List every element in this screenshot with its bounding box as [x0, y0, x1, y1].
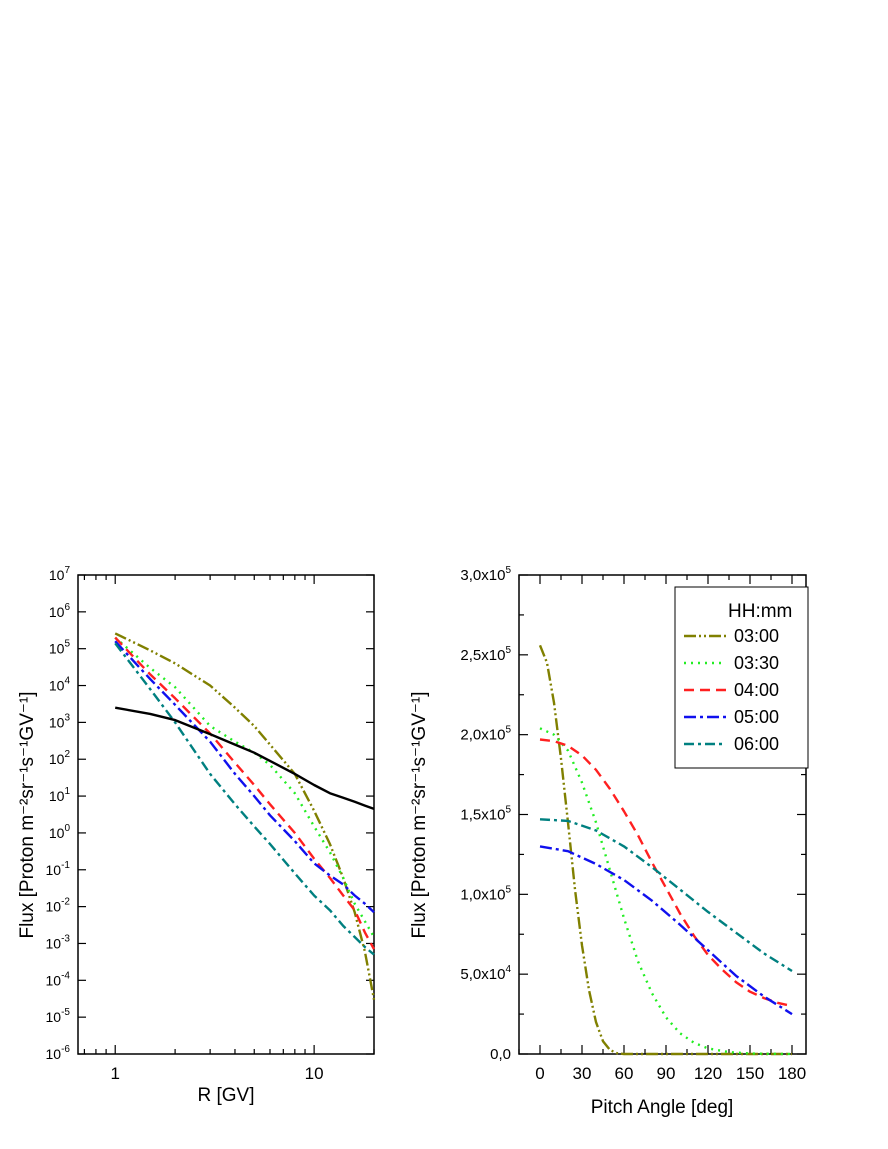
legend-label: 03:30 [734, 653, 779, 673]
left-chart-panel: 1 10 10-6 10-5 10-4 10-3 10-2 10-1 100 101 102 103 1… [17, 565, 376, 1106]
left-series-lines [114, 632, 376, 1000]
left-y-tick-label: 105 [49, 639, 71, 657]
right-x-tick-label: 180 [778, 1064, 806, 1083]
legend-box [674, 586, 809, 769]
legend-label: 05:00 [734, 707, 779, 727]
right-y-tick-label: 2,5x105 [460, 645, 511, 664]
left-y-tick-label: 10-4 [46, 970, 71, 988]
right-x-axis-label: Pitch Angle [deg] [591, 1097, 734, 1118]
right-y-tick-label: 0,0 [490, 1046, 511, 1063]
left-y-tick-label: 10-3 [46, 933, 71, 951]
left-y-tick-label: 10-6 [46, 1044, 71, 1062]
left-series-line-6 [114, 706, 375, 811]
right-series-lines [538, 644, 793, 1056]
left-axis-ticks: 1 10 10-6 10-5 10-4 10-3 10-2 10-1 100 101 102 103 1… [46, 565, 375, 1083]
left-y-tick-label: 10-5 [46, 1007, 71, 1025]
legend: HH:mm 03:00 03:30 04:00 05:00 06:00 [674, 586, 809, 769]
legend-label: 04:00 [734, 680, 779, 700]
left-y-tick-label: 10-2 [46, 897, 71, 915]
left-y-tick-label: 104 [49, 676, 71, 694]
left-y-tick-label: 102 [49, 749, 71, 767]
legend-items: 03:00 03:30 04:00 05:00 06:00 [684, 626, 779, 754]
right-series-line-0330 [539, 727, 793, 1056]
right-chart-panel: 0 30 60 90 120 150 180 0,0 5,0x104 1,0x105 1,5x105… [409, 565, 809, 1118]
right-x-tick-label: 150 [736, 1064, 764, 1083]
left-series-line-3 [114, 636, 376, 950]
left-x-tick-label: 1 [110, 1064, 119, 1083]
left-y-tick-label: 103 [49, 712, 71, 730]
left-y-tick-label: 101 [49, 786, 71, 804]
left-x-axis-label: R [GV] [197, 1085, 254, 1106]
left-y-tick-label: 10-1 [46, 860, 71, 878]
right-y-axis-label: Flux [Proton m⁻²sr⁻¹s⁻¹GV⁻¹] [409, 691, 430, 938]
right-series-line-0600 [539, 818, 793, 973]
left-y-axis-label: Flux [Proton m⁻²sr⁻¹s⁻¹GV⁻¹] [17, 691, 38, 938]
right-series-line-0400 [539, 738, 793, 1008]
right-axis-ticks: 0 30 60 90 120 150 180 0,0 5,0x104 1,0x105 1,5x105… [460, 565, 806, 1083]
right-x-tick-label: 30 [573, 1064, 592, 1083]
left-series-line-4 [114, 640, 375, 914]
right-y-tick-label: 1,0x105 [460, 884, 511, 903]
right-x-tick-label: 120 [694, 1064, 722, 1083]
right-y-tick-label: 2,0x105 [460, 725, 511, 744]
right-x-tick-label: 0 [535, 1064, 544, 1083]
right-series-line-0500 [539, 845, 793, 1016]
right-y-tick-label: 3,0x105 [460, 565, 511, 584]
right-x-tick-label: 90 [657, 1064, 676, 1083]
left-series-line-5 [114, 642, 375, 956]
left-y-tick-label: 100 [49, 823, 71, 841]
left-x-tick-label: 10 [305, 1064, 324, 1083]
left-plot-frame [77, 574, 375, 1055]
right-y-tick-label: 1,5x105 [460, 805, 511, 824]
right-y-tick-label: 5,0x104 [460, 964, 511, 983]
left-y-tick-label: 106 [49, 602, 71, 620]
legend-label: 06:00 [734, 734, 779, 754]
legend-label: 03:00 [734, 626, 779, 646]
legend-title: HH:mm [728, 601, 792, 622]
right-x-tick-label: 60 [615, 1064, 634, 1083]
left-y-tick-label: 107 [49, 565, 71, 583]
